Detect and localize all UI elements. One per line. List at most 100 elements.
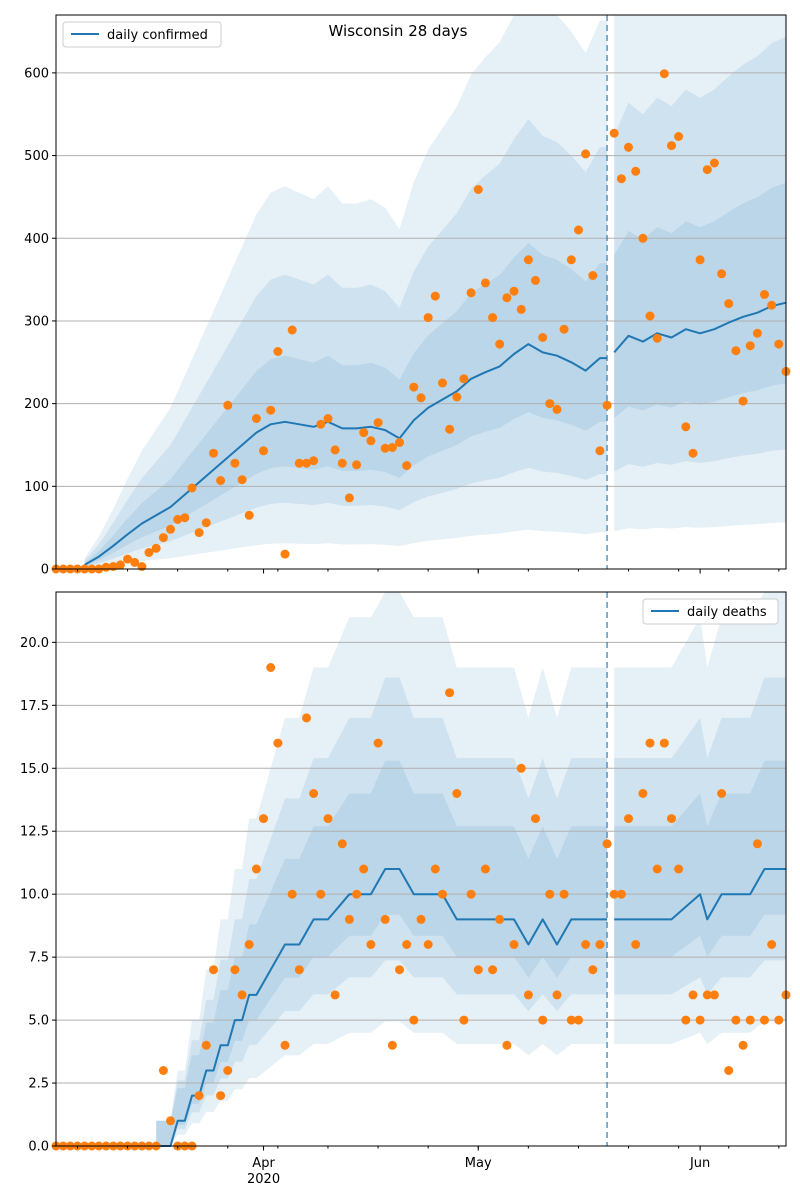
confirmed-point bbox=[724, 299, 734, 309]
deaths-point bbox=[344, 914, 354, 924]
confirmed-point bbox=[538, 333, 548, 342]
confirmed-point bbox=[695, 255, 705, 265]
confirmed-point bbox=[616, 174, 626, 184]
confirmed-x-axis bbox=[76, 569, 780, 574]
confirmed-point bbox=[752, 328, 762, 338]
deaths-point bbox=[638, 789, 648, 798]
deaths-point bbox=[738, 1040, 748, 1050]
confirmed-point bbox=[352, 460, 362, 470]
deaths-point bbox=[158, 1066, 168, 1075]
confirmed-point bbox=[137, 562, 147, 571]
deaths-point bbox=[616, 889, 626, 899]
deaths-legend-label: daily deaths bbox=[687, 605, 767, 620]
confirmed-line-0 bbox=[84, 343, 608, 566]
confirmed-band-1-1 bbox=[614, 36, 786, 472]
confirmed-points bbox=[51, 69, 791, 574]
deaths-point bbox=[509, 940, 519, 949]
confirmed-point bbox=[717, 269, 727, 279]
confirmed-point bbox=[158, 533, 168, 543]
confirmed-point bbox=[559, 324, 569, 334]
deaths-band-0-1 bbox=[156, 677, 608, 1146]
confirmed-point bbox=[387, 443, 397, 452]
confirmed-point bbox=[423, 313, 433, 323]
deaths-point bbox=[588, 965, 598, 975]
deaths-point bbox=[380, 914, 390, 924]
deaths-point bbox=[624, 814, 633, 824]
deaths-point bbox=[488, 965, 498, 975]
confirmed-point bbox=[473, 185, 483, 194]
deaths-point bbox=[266, 663, 276, 672]
deaths-y-tick-label: 20.0 bbox=[20, 636, 49, 651]
deaths-y-tick-label: 2.5 bbox=[28, 1077, 49, 1092]
confirmed-point bbox=[216, 476, 226, 485]
deaths-y-tick-label: 10.0 bbox=[20, 888, 49, 903]
deaths-point bbox=[581, 940, 591, 949]
confirmed-point bbox=[595, 446, 605, 456]
confirmed-point bbox=[581, 149, 591, 159]
deaths-point bbox=[495, 914, 505, 924]
confirmed-point bbox=[495, 339, 505, 349]
deaths-point bbox=[731, 1015, 741, 1025]
confirmed-y-tick-label: 400 bbox=[24, 232, 49, 247]
deaths-point bbox=[631, 940, 641, 949]
confirmed-point bbox=[545, 399, 555, 409]
deaths-point bbox=[681, 1015, 691, 1025]
deaths-point bbox=[359, 864, 369, 874]
deaths-y-tick-label: 12.5 bbox=[20, 825, 49, 840]
confirmed-point bbox=[688, 448, 698, 458]
confirmed-legend: daily confirmed bbox=[62, 21, 222, 48]
deaths-point bbox=[316, 889, 326, 899]
deaths-point bbox=[767, 940, 777, 949]
deaths-y-tick-label: 15.0 bbox=[20, 762, 49, 777]
deaths-point bbox=[280, 1040, 290, 1050]
deaths-point bbox=[337, 839, 347, 849]
deaths-point bbox=[438, 889, 447, 899]
deaths-point bbox=[309, 789, 319, 798]
confirmed-point bbox=[624, 142, 633, 152]
confirmed-point bbox=[552, 404, 562, 414]
confirmed-point bbox=[173, 514, 183, 524]
deaths-point bbox=[387, 1040, 397, 1050]
confirmed-y-tick-label: 0 bbox=[41, 563, 49, 578]
confirmed-point bbox=[151, 543, 161, 553]
confirmed-point bbox=[731, 346, 741, 356]
confirmed-point bbox=[531, 275, 540, 285]
confirmed-point bbox=[395, 438, 404, 447]
deaths-band-0-0 bbox=[156, 592, 608, 1146]
confirmed-line-1 bbox=[613, 301, 787, 354]
confirmed-point bbox=[373, 418, 383, 428]
deaths-point bbox=[760, 1015, 769, 1025]
deaths-point bbox=[652, 864, 662, 874]
deaths-legend: daily deaths bbox=[642, 598, 779, 625]
confirmed-y-tick-label: 500 bbox=[24, 149, 49, 164]
deaths-point bbox=[373, 738, 383, 748]
deaths-point bbox=[330, 990, 340, 1000]
deaths-point bbox=[538, 1015, 548, 1025]
deaths-plot-frame bbox=[55, 591, 787, 1147]
deaths-y-axis: 0.0 2.5 5.0 7.5 10.0 12.5 15.0 17.5 20.0 bbox=[20, 636, 56, 1155]
confirmed-point bbox=[280, 549, 290, 559]
confirmed-point bbox=[702, 165, 712, 175]
deaths-point bbox=[287, 889, 297, 899]
confirmed-point bbox=[287, 325, 297, 335]
deaths-point bbox=[445, 688, 455, 698]
confirmed-legend-label: daily confirmed bbox=[107, 28, 208, 43]
deaths-point bbox=[423, 940, 433, 949]
confirmed-point bbox=[416, 393, 426, 403]
confirmed-point bbox=[760, 290, 769, 299]
confirmed-point bbox=[645, 311, 655, 321]
confirmed-point bbox=[244, 510, 254, 520]
deaths-point bbox=[237, 990, 247, 1000]
confirmed-point bbox=[602, 400, 612, 410]
confirmed-y-tick-label: 600 bbox=[24, 66, 49, 81]
confirmed-plot-frame bbox=[55, 14, 787, 570]
deaths-point bbox=[745, 1015, 755, 1025]
deaths-x-tick-label: Jun bbox=[689, 1156, 710, 1171]
deaths-point bbox=[259, 814, 268, 824]
confirmed-point bbox=[302, 458, 311, 468]
confirmed-point bbox=[745, 341, 755, 351]
deaths-point bbox=[688, 990, 698, 1000]
confirmed-point bbox=[187, 483, 197, 493]
